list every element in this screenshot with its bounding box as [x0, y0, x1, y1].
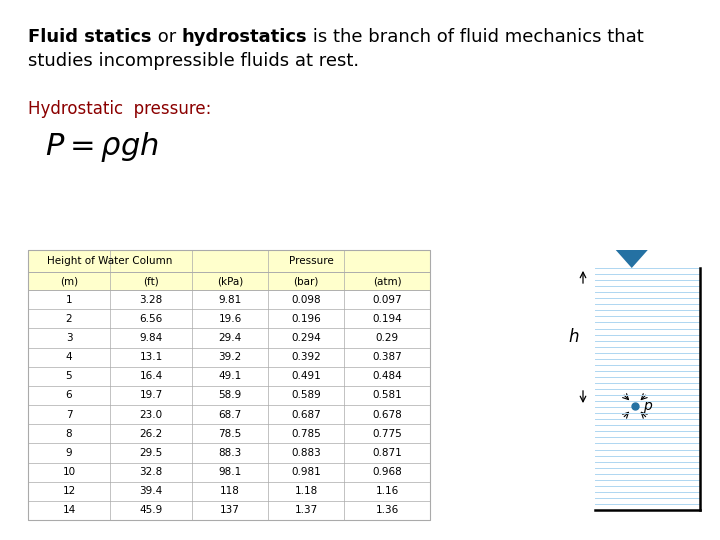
Text: 3.28: 3.28 [140, 295, 163, 305]
Bar [28, 367, 430, 386]
Text: 0.196: 0.196 [291, 314, 321, 324]
Text: 0.883: 0.883 [291, 448, 321, 458]
Text: 0.785: 0.785 [291, 429, 321, 438]
Text: (m): (m) [60, 276, 78, 286]
Text: 0.392: 0.392 [291, 352, 321, 362]
Text: or: or [151, 28, 181, 46]
Text: 26.2: 26.2 [140, 429, 163, 438]
Text: 5: 5 [66, 372, 72, 381]
Bar [28, 501, 430, 520]
Text: 8: 8 [66, 429, 72, 438]
Text: Hydrostatic  pressure:: Hydrostatic pressure: [28, 100, 212, 118]
Text: 0.491: 0.491 [291, 372, 321, 381]
Text: 16.4: 16.4 [140, 372, 163, 381]
Text: 0.387: 0.387 [372, 352, 402, 362]
Text: 9.84: 9.84 [140, 333, 163, 343]
Text: 0.097: 0.097 [372, 295, 402, 305]
Bar [28, 272, 430, 290]
Text: h: h [569, 328, 579, 346]
Text: 0.968: 0.968 [372, 467, 402, 477]
Text: 6.56: 6.56 [140, 314, 163, 324]
Text: 14: 14 [63, 505, 76, 515]
Text: 10: 10 [63, 467, 76, 477]
Text: (atm): (atm) [373, 276, 401, 286]
Polygon shape [616, 250, 648, 268]
Text: 0.194: 0.194 [372, 314, 402, 324]
Text: Height of Water Column: Height of Water Column [48, 256, 173, 266]
Text: 29.4: 29.4 [218, 333, 242, 343]
Text: 49.1: 49.1 [218, 372, 242, 381]
Text: 12: 12 [63, 486, 76, 496]
Text: 6: 6 [66, 390, 72, 401]
Bar [28, 405, 430, 424]
Text: (bar): (bar) [293, 276, 319, 286]
Text: (ft): (ft) [143, 276, 159, 286]
Text: 23.0: 23.0 [140, 409, 163, 420]
Text: 58.9: 58.9 [218, 390, 242, 401]
Bar [28, 348, 430, 367]
Text: 9.81: 9.81 [218, 295, 242, 305]
Bar [28, 462, 430, 482]
Text: 118: 118 [220, 486, 240, 496]
Text: is the branch of fluid mechanics that: is the branch of fluid mechanics that [307, 28, 644, 46]
Bar [28, 443, 430, 462]
Bar [28, 290, 430, 309]
Text: $P = \rho g h$: $P = \rho g h$ [45, 130, 159, 164]
Text: Pressure: Pressure [289, 256, 333, 266]
Text: 1.36: 1.36 [375, 505, 399, 515]
Text: 0.589: 0.589 [291, 390, 321, 401]
Text: 0.678: 0.678 [372, 409, 402, 420]
Text: 29.5: 29.5 [140, 448, 163, 458]
Bar [28, 250, 430, 520]
Text: 0.294: 0.294 [291, 333, 321, 343]
Text: 45.9: 45.9 [140, 505, 163, 515]
Text: 0.871: 0.871 [372, 448, 402, 458]
Text: 3: 3 [66, 333, 72, 343]
Text: 68.7: 68.7 [218, 409, 242, 420]
Bar [28, 424, 430, 443]
Text: 39.4: 39.4 [140, 486, 163, 496]
Bar [28, 482, 430, 501]
Text: 0.981: 0.981 [291, 467, 321, 477]
Text: 78.5: 78.5 [218, 429, 242, 438]
Bar [28, 328, 430, 348]
Text: 0.775: 0.775 [372, 429, 402, 438]
Bar [28, 250, 430, 272]
Text: 0.687: 0.687 [291, 409, 321, 420]
Text: 1.16: 1.16 [375, 486, 399, 496]
Text: 1: 1 [66, 295, 72, 305]
Text: 88.3: 88.3 [218, 448, 242, 458]
Text: 7: 7 [66, 409, 72, 420]
Text: 39.2: 39.2 [218, 352, 242, 362]
Bar [28, 386, 430, 405]
Text: hydrostatics: hydrostatics [181, 28, 307, 46]
Text: 9: 9 [66, 448, 72, 458]
Text: Fluid statics: Fluid statics [28, 28, 151, 46]
Bar [28, 309, 430, 328]
Text: 13.1: 13.1 [140, 352, 163, 362]
Text: 32.8: 32.8 [140, 467, 163, 477]
Text: 19.7: 19.7 [140, 390, 163, 401]
Text: 2: 2 [66, 314, 72, 324]
Text: 0.098: 0.098 [291, 295, 321, 305]
Text: 137: 137 [220, 505, 240, 515]
Text: 1.37: 1.37 [294, 505, 318, 515]
Text: studies incompressible fluids at rest.: studies incompressible fluids at rest. [28, 52, 359, 70]
Text: 4: 4 [66, 352, 72, 362]
Text: 0.484: 0.484 [372, 372, 402, 381]
Text: p: p [643, 399, 652, 413]
Text: 1.18: 1.18 [294, 486, 318, 496]
Text: 98.1: 98.1 [218, 467, 242, 477]
Text: (kPa): (kPa) [217, 276, 243, 286]
Text: 0.29: 0.29 [375, 333, 399, 343]
Text: 19.6: 19.6 [218, 314, 242, 324]
Text: 0.581: 0.581 [372, 390, 402, 401]
